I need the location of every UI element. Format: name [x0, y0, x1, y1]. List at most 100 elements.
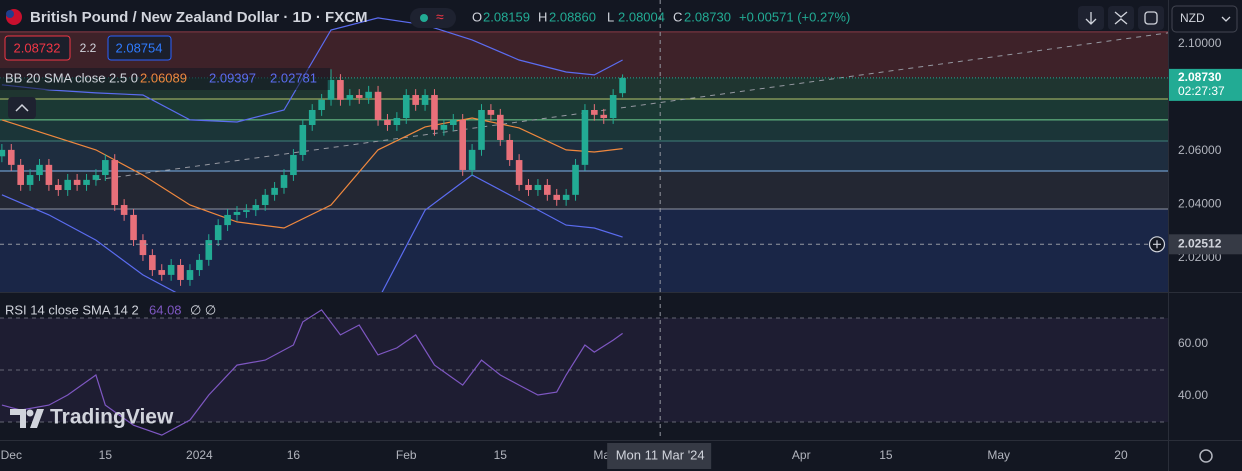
candle-body	[177, 264, 184, 280]
candle-body	[167, 264, 175, 275]
candle-body	[374, 91, 382, 120]
candle-body	[271, 187, 278, 195]
candle-body	[83, 179, 90, 185]
collapse-icon	[15, 103, 29, 112]
candle-body	[158, 270, 166, 275]
bb-legend-name: BB 20 SMA close 2.5 0	[5, 70, 138, 85]
candle-body	[478, 110, 485, 150]
x-tick-label: 2024	[186, 448, 213, 462]
candle-body	[55, 184, 62, 191]
rsi-tick-label: 60.00	[1178, 336, 1208, 350]
bb-legend-lower: 2.02781	[270, 70, 317, 85]
toolbar-button[interactable]	[1108, 6, 1134, 30]
candle-body	[17, 164, 24, 185]
rsi-legend-name: RSI 14 close SMA 14 2	[5, 302, 139, 317]
ask-price: 2.08754	[116, 40, 163, 55]
ohlc-value: 2.08159	[483, 9, 530, 24]
candle-body	[619, 77, 626, 94]
candle-body	[449, 119, 457, 125]
candle-body	[525, 184, 532, 191]
ohlc-letter: H	[538, 9, 547, 24]
candle-body	[64, 179, 72, 191]
ohlc-value: 2.08730	[684, 9, 731, 24]
candle-body	[515, 160, 523, 185]
candle-body	[581, 110, 589, 165]
candle-body	[327, 80, 335, 100]
candle-body	[214, 225, 222, 241]
bb-lower	[1, 174, 623, 292]
last-price-box	[1169, 68, 1242, 101]
ohlc-letter: L	[607, 9, 614, 24]
candle-body	[544, 184, 551, 195]
toolbar-icon	[1085, 12, 1097, 25]
candle-body	[224, 214, 231, 226]
candle-body	[92, 175, 100, 180]
candle-body	[45, 164, 53, 185]
x-tick-label: Apr	[792, 448, 811, 462]
buy-button[interactable]	[107, 35, 172, 61]
candle-body	[355, 95, 363, 98]
last-price-label: 2.08730	[1178, 70, 1222, 84]
candle-body	[553, 194, 561, 200]
zone	[0, 99, 1168, 120]
currency-dropdown[interactable]	[1171, 5, 1238, 33]
candle-body	[440, 124, 448, 130]
candle-body	[562, 194, 570, 200]
candle-body	[308, 110, 316, 125]
spread: 2.2	[80, 41, 97, 55]
ohlc-value: 2.08004	[618, 9, 665, 24]
candle-body	[337, 80, 344, 100]
bb-legend-basis: 2.06089	[140, 70, 187, 85]
candle-body	[393, 118, 401, 125]
x-tick-label: Feb	[396, 448, 417, 462]
candle-body	[252, 205, 260, 211]
legend-bg	[0, 68, 330, 90]
candle-body	[497, 114, 504, 140]
candle-body	[36, 164, 43, 176]
currency: NZD	[1180, 11, 1205, 25]
bb-legend-upper: 2.09397	[209, 70, 256, 85]
candle-body	[609, 95, 617, 119]
status-pill[interactable]	[410, 8, 456, 28]
x-tick-label: 15	[99, 448, 113, 462]
candle-body	[139, 240, 147, 256]
candle-body	[73, 179, 81, 185]
candle-body	[280, 175, 288, 188]
settings-icon[interactable]	[1199, 449, 1213, 463]
y-tick-label: 2.10000	[1178, 36, 1222, 50]
candle-body	[186, 270, 194, 280]
toolbar-button[interactable]	[1138, 6, 1164, 30]
x-tick-label: May	[987, 448, 1010, 462]
candle-body	[384, 119, 391, 125]
candle-body	[346, 95, 354, 100]
toolbar-icon	[1114, 11, 1128, 25]
candle-body	[412, 95, 419, 105]
crosshair-price-box	[1169, 234, 1242, 255]
candle-body	[196, 259, 203, 271]
zone	[0, 171, 1168, 210]
logo-text: TradingView	[50, 406, 174, 429]
candle-body	[421, 95, 429, 105]
collapse-button[interactable]	[8, 97, 36, 119]
trendline	[95, 32, 1168, 181]
x-tick-label: 15	[879, 448, 893, 462]
rsi-pane	[0, 309, 1168, 436]
countdown: 02:27:37	[1178, 84, 1225, 98]
crosshair-price-label: 2.02512	[1178, 236, 1222, 250]
zone	[0, 209, 1168, 292]
axes: 2.100002.060002.040002.0200060.0040.00De…	[1, 36, 1222, 462]
candle-body	[120, 205, 128, 215]
ohlc-letter: C	[673, 9, 682, 24]
y-tick-label: 2.04000	[1178, 197, 1222, 211]
candle-body	[431, 95, 438, 130]
market-open-dot	[420, 14, 428, 22]
candle-body	[299, 124, 307, 155]
candle-body	[205, 240, 213, 260]
logo-mark	[26, 409, 34, 417]
rsi-legend-extra: ∅ ∅	[190, 302, 216, 317]
header: British Pound / New Zealand Dollar · 1D …	[0, 5, 1238, 463]
candle-body	[572, 164, 579, 195]
sell-button[interactable]	[4, 35, 71, 61]
